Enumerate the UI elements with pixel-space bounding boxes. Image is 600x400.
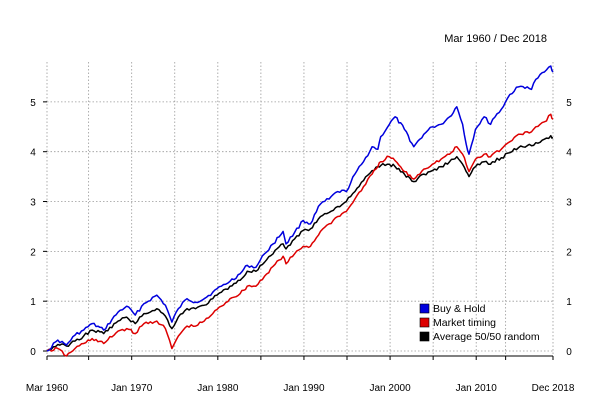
x-tick-label-1990-01: Jan 1990 — [283, 383, 325, 394]
legend-swatch-market-timing — [419, 317, 430, 328]
y-tick-label-right-5: 5 — [566, 98, 572, 109]
y-tick-label-right-2: 2 — [566, 247, 572, 258]
series-line-market-timing — [46, 113, 554, 357]
y-tick-label-right-4: 4 — [566, 148, 572, 159]
x-tick-label-2018-12: Dec 2018 — [532, 383, 575, 394]
legend-label-market-timing: Market timing — [433, 317, 496, 329]
legend-label-average-random: Average 50/50 random — [433, 331, 540, 343]
legend-swatch-buy-hold — [419, 303, 430, 314]
x-tick-label-2010-01: Jan 2010 — [456, 383, 498, 394]
grid — [46, 62, 554, 356]
y-tick-label-left-0: 0 — [30, 347, 36, 358]
series — [46, 65, 554, 357]
x-tick-label-1960-03: Mar 1960 — [26, 383, 69, 394]
y-tick-label-right-3: 3 — [566, 198, 572, 209]
y-axis-left: 0 1 2 3 4 5 — [30, 98, 47, 358]
legend-label-buy-hold: Buy & Hold — [433, 303, 486, 315]
y-tick-label-left-4: 4 — [30, 148, 36, 159]
y-tick-label-left-1: 1 — [30, 297, 36, 308]
y-tick-label-right-0: 0 — [566, 347, 572, 358]
series-line-average-50-50-random — [46, 134, 554, 352]
legend-swatch-average-random — [419, 331, 430, 342]
y-tick-label-left-3: 3 — [30, 198, 36, 209]
x-tick-label-1970-01: Jan 1970 — [111, 383, 153, 394]
y-tick-label-left-2: 2 — [30, 247, 36, 258]
y-tick-label-left-5: 5 — [30, 98, 36, 109]
x-tick-label-2000-01: Jan 2000 — [369, 383, 411, 394]
series-line-buy-hold — [46, 65, 554, 352]
x-axis-ticks: Mar 1960 Jan 1970 Jan 1980 Jan 1990 Jan 2000… — [26, 356, 575, 394]
y-tick-label-right-1: 1 — [566, 297, 572, 308]
legend: Buy & Hold Market timing Average 50/50 r… — [419, 303, 540, 343]
x-tick-label-1980-01: Jan 1980 — [197, 383, 239, 394]
date-range-label: Mar 1960 / Dec 2018 — [444, 33, 547, 45]
y-axis-right: 0 1 2 3 4 5 — [566, 98, 572, 358]
